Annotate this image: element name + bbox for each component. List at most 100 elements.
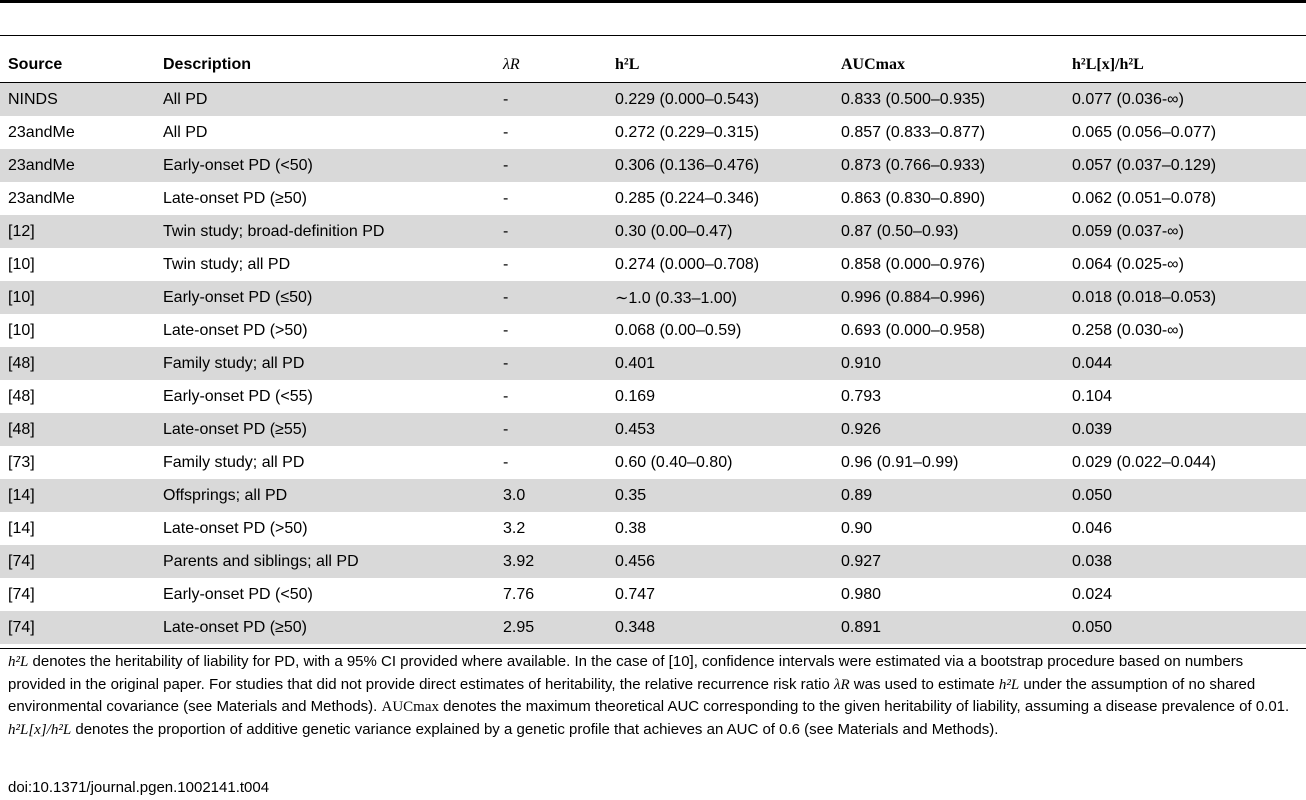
footnote-text-4: denotes the maximum theoretical AUC corr… xyxy=(439,698,1290,715)
cell-description: Late-onset PD (>50) xyxy=(163,321,308,339)
cell-source: [74] xyxy=(0,545,155,578)
cell-ratio: 0.057 (0.037–0.129) xyxy=(1064,149,1306,182)
cell-aucmax: 0.863 (0.830–0.890) xyxy=(841,189,986,207)
cell-h2l: 0.60 (0.40–0.80) xyxy=(615,453,733,471)
cell-aucmax: 0.926 xyxy=(833,413,1064,446)
footnote-symbol-h2l-2: h²L xyxy=(998,676,1020,693)
table-row: 23andMe All PD - 0.272 (0.229–0.315) 0.857 (… xyxy=(0,116,1306,149)
cell-source: [10] xyxy=(8,255,35,273)
cell-h2l: 0.169 xyxy=(615,387,656,405)
cell-h2l: 0.35 xyxy=(607,479,833,512)
cell-h2l: 0.30 (0.00–0.47) xyxy=(607,215,833,248)
table-row: [74] Early-onset PD (<50) 7.76 0.747 0.980 0.… xyxy=(0,578,1306,611)
cell-description: Twin study; broad-definition PD xyxy=(155,215,495,248)
footnote-text-2: was used to estimate xyxy=(849,675,999,693)
header-aucmax: AUCmax xyxy=(833,47,1064,83)
table-row: [48] Family study; all PD -0.401 0.910 0.044 xyxy=(0,347,1306,380)
cell-source: [74] xyxy=(0,611,155,644)
cell-source: [14] xyxy=(0,479,155,512)
cell-aucmax: 0.793 xyxy=(841,387,882,405)
cell-aucmax: 0.873 (0.766–0.933) xyxy=(833,149,1064,182)
cell-description: Family study; all PD xyxy=(155,347,495,380)
cell-source: 23andMe xyxy=(8,123,75,141)
cell-ratio: 0.059 (0.037-∞) xyxy=(1064,215,1306,248)
cell-lambda-r: - xyxy=(495,82,607,116)
footnote-text-3: under the assumption of no shared enviro… xyxy=(8,675,1256,716)
cell-description: Parents and siblings; all PD xyxy=(155,545,495,578)
cell-ratio: 0.018 (0.018–0.053) xyxy=(1064,281,1306,314)
cell-lambda-r: - xyxy=(503,321,509,339)
header-h2l: h²L xyxy=(607,47,833,83)
footnote-text-1: denotes the heritability of liability fo… xyxy=(8,653,1244,693)
cell-aucmax: 0.96 (0.91–0.99) xyxy=(841,453,959,471)
cell-lambda-r: 3.0 xyxy=(495,479,607,512)
cell-ratio: 0.065 (0.056–0.077) xyxy=(1072,123,1217,141)
cell-source: [73] xyxy=(8,453,35,471)
cell-lambda-r: 3.2 xyxy=(503,519,526,537)
cell-aucmax: 0.927 xyxy=(833,545,1064,578)
cell-lambda-r: - xyxy=(495,215,607,248)
cell-ratio: 0.038 xyxy=(1064,545,1306,578)
cell-h2l: 0.348 xyxy=(607,611,833,644)
footnote-symbol-lambda: λR xyxy=(833,676,850,693)
cell-source: [10] xyxy=(0,281,155,314)
cell-aucmax: 0.996 (0.884–0.996) xyxy=(833,281,1064,314)
cell-ratio: 0.024 xyxy=(1072,585,1113,603)
table-row: [48] Late-onset PD (≥55) -0.453 0.926 0.039 xyxy=(0,413,1306,446)
cell-aucmax: 0.693 (0.000–0.958) xyxy=(841,321,986,339)
header-ratio: h²L[x]/h²L xyxy=(1064,47,1306,83)
cell-description: Late-onset PD (≥55) xyxy=(155,413,495,446)
cell-source: [10] xyxy=(8,321,35,339)
footnote-symbol-ratio: h²L[x]/h²L xyxy=(8,721,72,738)
footnote-symbol-aucmax: AUCmax xyxy=(381,699,440,715)
cell-lambda-r: - xyxy=(503,123,509,141)
cell-h2l: 0.38 xyxy=(615,519,647,537)
cell-source: [48] xyxy=(8,387,35,405)
cell-lambda-r: - xyxy=(495,149,607,182)
cell-ratio: 0.039 xyxy=(1064,413,1306,446)
cell-h2l: 0.285 (0.224–0.346) xyxy=(615,189,760,207)
cell-ratio: 0.046 xyxy=(1072,519,1113,537)
cell-description: Offsprings; all PD xyxy=(155,479,495,512)
cell-lambda-r: - xyxy=(495,281,607,314)
cell-lambda-r: 3.92 xyxy=(495,545,607,578)
table-row: [74] Late-onset PD (≥50) 2.95 0.348 0.891 0.0… xyxy=(0,611,1306,644)
cell-ratio: 0.258 (0.030-∞) xyxy=(1072,321,1184,339)
cell-description: Twin study; all PD xyxy=(163,255,291,273)
footnote-symbol-h2l: h²L xyxy=(8,654,29,670)
cell-source: [14] xyxy=(8,519,35,537)
doi-line: doi:10.1371/journal.pgen.1002141.t004 xyxy=(8,779,270,796)
cell-source: NINDS xyxy=(0,82,155,116)
cell-h2l: ∼1.0 (0.33–1.00) xyxy=(607,281,833,314)
cell-ratio: 0.077 (0.036-∞) xyxy=(1064,82,1306,116)
cell-aucmax: 0.891 xyxy=(833,611,1064,644)
cell-description: Early-onset PD (<50) xyxy=(163,585,313,603)
cell-aucmax: 0.980 xyxy=(841,585,882,603)
cell-aucmax: 0.910 xyxy=(833,347,1064,380)
table-footnote: h²L denotes the heritability of liabilit… xyxy=(8,651,1304,741)
cell-lambda-r: - xyxy=(495,347,607,380)
cell-description: Late-onset PD (≥50) xyxy=(163,189,307,207)
cell-aucmax: 0.857 (0.833–0.877) xyxy=(841,123,986,141)
table-row: [10] Early-onset PD (≤50) - ∼1.0 (0.33–1.00… xyxy=(0,281,1306,314)
cell-ratio: 0.044 xyxy=(1064,347,1306,380)
table-header-row: Source Description λR h²L AUCmax h²L[x]/… xyxy=(0,47,1306,83)
cell-description: Early-onset PD (<55) xyxy=(163,387,313,405)
table-row: 23andMe Early-onset PD (<50) -0.306 (0.136… xyxy=(0,149,1306,182)
cell-source: 23andMe xyxy=(0,149,155,182)
table-row: [74] Parents and siblings; all PD 3.92 0.45… xyxy=(0,545,1306,578)
cell-ratio: 0.062 (0.051–0.078) xyxy=(1072,189,1217,207)
cell-lambda-r: - xyxy=(503,255,509,273)
cell-lambda-r: - xyxy=(503,189,509,207)
table-row: NINDS All PD -0.229 (0.000–0.543) 0.833 (0.… xyxy=(0,82,1306,116)
table-row: [14] Late-onset PD (>50) 3.2 0.38 0.90 0.046 xyxy=(0,512,1306,545)
cell-h2l: 0.272 (0.229–0.315) xyxy=(615,123,760,141)
cell-h2l: 0.274 (0.000–0.708) xyxy=(615,255,760,273)
cell-source: [48] xyxy=(0,347,155,380)
table-row: [10] Late-onset PD (>50) - 0.068 (0.00–0.59… xyxy=(0,314,1306,347)
cell-aucmax: 0.858 (0.000–0.976) xyxy=(841,255,986,273)
cell-description: Late-onset PD (≥50) xyxy=(155,611,495,644)
cell-h2l: 0.453 xyxy=(607,413,833,446)
cell-lambda-r: - xyxy=(495,413,607,446)
cell-h2l: 0.306 (0.136–0.476) xyxy=(607,149,833,182)
